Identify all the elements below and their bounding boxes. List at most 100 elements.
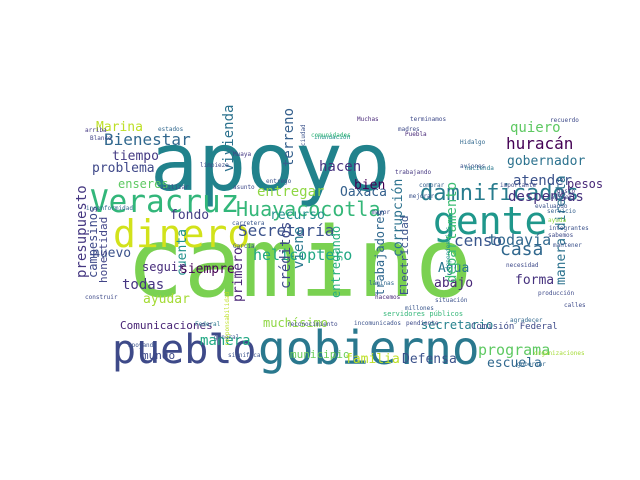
cloud-word: bien <box>354 178 385 193</box>
cloud-word: siempre <box>180 262 235 277</box>
cloud-word: recuerdo <box>550 117 579 124</box>
cloud-word: fondo <box>170 208 209 223</box>
cloud-word: mantener <box>553 242 582 249</box>
cloud-word: integrantes <box>549 225 589 232</box>
cloud-word: atender <box>513 173 572 189</box>
cloud-word: Defensa <box>402 352 457 367</box>
cloud-word: Secretaría <box>238 221 334 240</box>
cloud-word: nuevo <box>92 246 131 261</box>
cloud-word: cuenta <box>175 229 190 276</box>
cloud-word: general <box>214 334 240 341</box>
cloud-word: honestidad <box>97 217 110 283</box>
cloud-word: madres <box>398 126 420 133</box>
cloud-word: limpieza <box>200 162 229 169</box>
cloud-word: utilizar <box>160 184 189 191</box>
cloud-word: incomunicados <box>354 320 401 327</box>
cloud-word: Comisión Federal <box>471 321 558 332</box>
cloud-word: aviones <box>460 163 486 170</box>
cloud-word: mayor <box>372 209 390 216</box>
cloud-word: huracán <box>506 134 573 153</box>
cloud-word: evaluando <box>535 203 568 210</box>
cloud-word: terminamos <box>410 116 447 123</box>
cloud-word: corrupción <box>391 179 406 257</box>
cloud-word: Federal <box>195 321 221 328</box>
cloud-word: helicoptero <box>253 246 352 264</box>
cloud-word: despensas <box>508 189 584 205</box>
cloud-word: comprar <box>419 182 445 189</box>
cloud-word: campesinos <box>86 206 100 278</box>
cloud-word: trabajando <box>395 169 432 176</box>
cloud-word: camino <box>126 207 473 319</box>
cloud-word: gasto <box>557 188 575 195</box>
cloud-word: vivienda <box>221 105 237 172</box>
cloud-word: forma <box>515 273 554 288</box>
cloud-word: inundación <box>314 134 351 141</box>
cloud-word: significa <box>228 352 261 359</box>
cloud-word: producción <box>538 290 575 297</box>
cloud-word: todas <box>122 277 164 293</box>
cloud-word: calles <box>564 302 586 309</box>
cloud-word: servicio <box>547 208 576 215</box>
cloud-word: inconformidad <box>86 205 133 212</box>
cloud-word: ayudar <box>143 292 190 307</box>
cloud-word: organizaciones <box>534 350 585 357</box>
cloud-word: construir <box>85 294 118 301</box>
cloud-word: apoyo <box>150 116 391 209</box>
cloud-word: ayuda <box>548 217 566 224</box>
cloud-word: gente <box>433 199 547 243</box>
cloud-word: reconocimiento <box>287 321 338 328</box>
cloud-word: comunidades <box>311 132 351 139</box>
cloud-word: carretera <box>232 220 265 227</box>
cloud-word: entregando <box>329 226 343 298</box>
cloud-word: Agua <box>438 261 469 276</box>
cloud-word: arriba <box>85 127 107 134</box>
cloud-word: ciudad <box>300 124 307 146</box>
cloud-word: censo <box>454 231 502 250</box>
cloud-word: Oaxaca <box>340 185 387 200</box>
cloud-word: millones <box>405 305 434 312</box>
cloud-word: viene <box>291 227 307 269</box>
cloud-word: agradecer <box>510 317 543 324</box>
cloud-word: Bienestar <box>104 130 191 149</box>
cloud-word: situación <box>435 297 468 304</box>
cloud-word: recurso <box>270 208 325 223</box>
cloud-word: apoyando <box>128 342 157 349</box>
cloud-word: programa <box>478 341 550 359</box>
cloud-word: entrego <box>266 178 292 185</box>
cloud-word: pendiente <box>406 320 439 327</box>
cloud-word: gobernador <box>507 154 585 169</box>
cloud-word: manera directa <box>554 175 569 285</box>
cloud-word: responsabilidad <box>224 291 231 346</box>
cloud-word: damnificados <box>420 181 579 206</box>
cloud-word: Hidalgo <box>460 139 486 146</box>
cloud-word: Comunicaciones <box>120 319 213 332</box>
cloud-word: dinero <box>113 212 250 256</box>
cloud-word: Huayacocotla <box>236 197 381 221</box>
cloud-word: trabajadores <box>373 209 387 296</box>
cloud-word: seguir <box>142 260 185 274</box>
cloud-word: tiempo <box>112 149 159 164</box>
cloud-word: mejorar <box>409 193 435 200</box>
cloud-word: casa <box>500 239 543 260</box>
cloud-word: pueblo <box>112 327 257 373</box>
cloud-word: departamento <box>444 182 460 283</box>
cloud-word: problema <box>92 161 155 176</box>
cloud-word: gobierno <box>258 321 480 375</box>
cloud-word: presupuesto <box>74 185 90 278</box>
cloud-word: rapidez <box>547 194 573 201</box>
cloud-word: créditos <box>278 222 294 289</box>
cloud-word: manera <box>200 333 251 349</box>
cloud-word: estados <box>158 126 184 133</box>
cloud-word: Puebla <box>405 131 427 138</box>
cloud-word: enseres <box>118 177 169 191</box>
cloud-word: asunto <box>233 184 255 191</box>
cloud-word: terreno <box>281 108 297 167</box>
cloud-word: gobernar <box>517 361 546 368</box>
cloud-word: muchísimo <box>263 316 328 330</box>
cloud-word: Marina <box>96 120 143 135</box>
cloud-word: quiero <box>510 120 561 136</box>
cloud-word: entregar <box>257 184 324 200</box>
cloud-word: dependencias <box>445 226 452 270</box>
cloud-word: Blanco <box>90 135 112 142</box>
